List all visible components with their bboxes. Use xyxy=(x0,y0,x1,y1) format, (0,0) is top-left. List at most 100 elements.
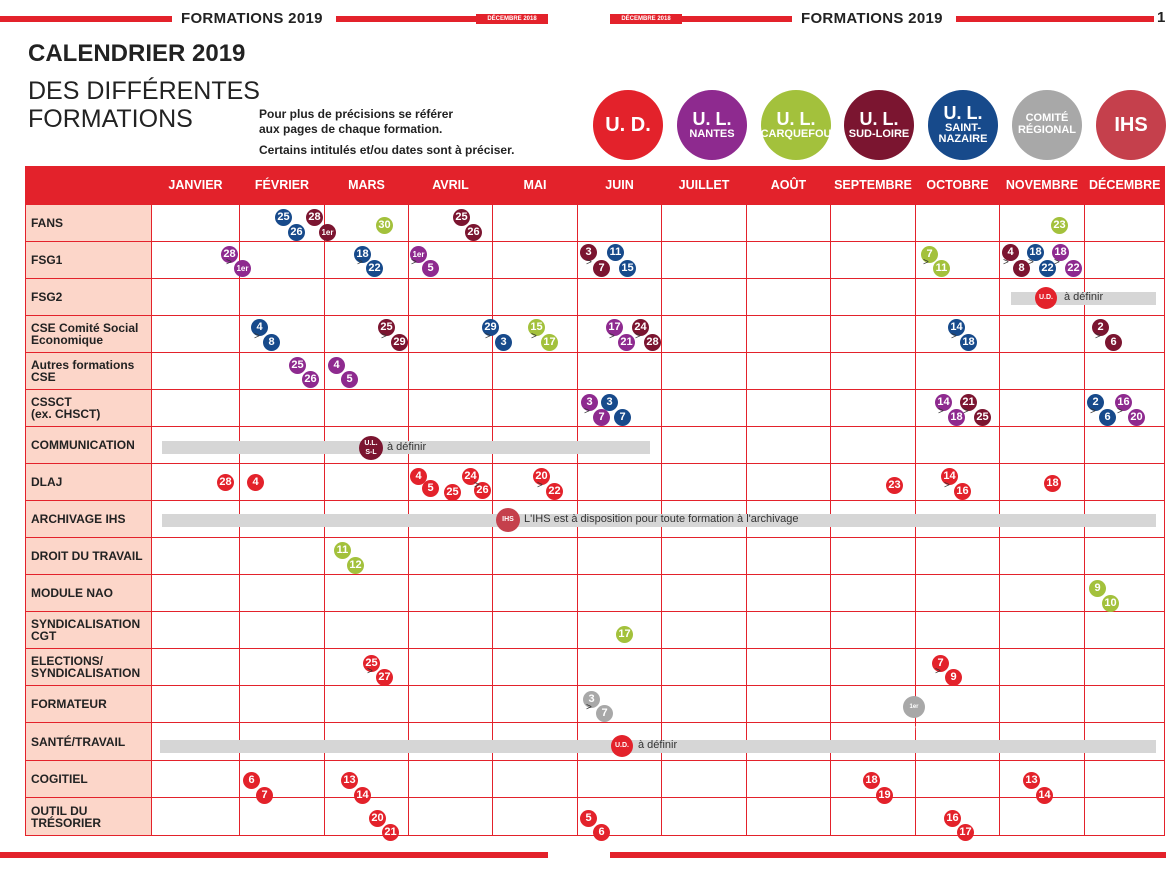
day-cell xyxy=(152,575,240,612)
page-title: CALENDRIER 2019 xyxy=(28,40,245,68)
day-cell xyxy=(240,686,325,723)
calendar-row: MODULE NAO xyxy=(26,575,1165,612)
range-arrow: > xyxy=(1117,406,1123,417)
day-cell xyxy=(152,353,240,390)
date-marker: 6 xyxy=(593,824,610,841)
note-line-1: Pour plus de précisions se référer xyxy=(259,107,453,122)
day-cell xyxy=(747,612,831,649)
date-marker: 10 xyxy=(1102,595,1119,612)
day-cell xyxy=(1000,205,1085,242)
range-arrow: > xyxy=(1054,257,1060,268)
day-cell xyxy=(493,649,578,686)
day-cell xyxy=(747,649,831,686)
day-cell xyxy=(747,316,831,353)
day-cell xyxy=(240,649,325,686)
day-cell xyxy=(325,464,409,501)
month-header: SEPTEMBRE xyxy=(831,166,916,205)
date-marker: 20 xyxy=(1128,409,1145,426)
day-cell xyxy=(747,279,831,316)
row-label: ELECTIONS/SYNDICALISATION xyxy=(26,649,152,686)
date-marker: 13 xyxy=(341,772,358,789)
range-arrow: > xyxy=(381,331,387,342)
date-marker: 5 xyxy=(422,260,439,277)
day-cell xyxy=(578,353,662,390)
day-cell xyxy=(747,798,831,836)
top-banner: FORMATIONS 2019 DÉCEMBRE 2018 DÉCEMBRE 2… xyxy=(0,0,1166,40)
day-cell xyxy=(747,575,831,612)
date-marker: 4 xyxy=(328,357,345,374)
calendar-row: ELECTIONS/SYNDICALISATION xyxy=(26,649,1165,686)
note-line-2: aux pages de chaque formation. xyxy=(259,122,442,137)
day-cell xyxy=(1085,798,1165,836)
comite-regional-badge: 1er sem. xyxy=(903,696,925,718)
ul-sud-loire-badge: U.L. S-L xyxy=(359,436,383,460)
range-arrow: > xyxy=(411,257,417,268)
bottom-rule xyxy=(0,852,548,858)
red-rule xyxy=(682,16,792,22)
row-label: FSG2 xyxy=(26,279,152,316)
range-arrow: > xyxy=(635,331,641,342)
day-cell xyxy=(1000,612,1085,649)
day-cell xyxy=(409,279,493,316)
day-cell xyxy=(240,390,325,427)
day-cell xyxy=(831,427,916,464)
day-cell xyxy=(662,242,747,279)
badge-line: S-L xyxy=(359,448,383,457)
legend-comite-regional: COMITÉ RÉGIONAL xyxy=(1012,90,1082,160)
day-cell xyxy=(152,316,240,353)
date-marker: 12 xyxy=(347,557,364,574)
day-cell xyxy=(240,798,325,836)
day-cell xyxy=(831,353,916,390)
day-cell xyxy=(578,575,662,612)
date-marker: 18 xyxy=(960,334,977,351)
subtitle-line-2: FORMATIONS xyxy=(28,105,193,133)
day-cell xyxy=(831,242,916,279)
date-marker: 26 xyxy=(302,371,319,388)
day-cell xyxy=(152,390,240,427)
date-marker: 28 xyxy=(306,209,323,226)
date-marker: 14 xyxy=(354,787,371,804)
badge-line: U.L. xyxy=(359,439,383,448)
range-arrow: > xyxy=(586,257,592,268)
legend-ul-carquefou: U. L. CARQUEFOU xyxy=(761,90,831,160)
day-cell xyxy=(662,686,747,723)
row-label: Autres formations CSE xyxy=(26,353,152,390)
date-marker: 15 xyxy=(619,260,636,277)
day-cell xyxy=(747,427,831,464)
day-cell xyxy=(493,575,578,612)
date-marker: 8 xyxy=(263,334,280,351)
month-header: AVRIL xyxy=(409,166,493,205)
date-marker: 25 xyxy=(444,484,461,501)
date-marker: 13 xyxy=(1023,772,1040,789)
day-cell xyxy=(662,761,747,798)
day-cell xyxy=(152,279,240,316)
legend-ul-sud-loire: U. L. SUD-LOIRE xyxy=(844,90,914,160)
date-marker: 6 xyxy=(1099,409,1116,426)
day-cell xyxy=(831,612,916,649)
legend-label: U. L. xyxy=(860,110,899,129)
row-label: FSG1 xyxy=(26,242,152,279)
day-cell xyxy=(240,538,325,575)
range-arrow: > xyxy=(586,702,592,713)
row-label-line: FSG1 xyxy=(31,254,151,266)
row-label: SYNDICALISATION CGT xyxy=(26,612,152,649)
red-rule xyxy=(336,16,476,22)
day-cell xyxy=(1085,686,1165,723)
month-header: JUILLET xyxy=(662,166,747,205)
red-rule xyxy=(0,16,172,22)
day-cell xyxy=(240,242,325,279)
month-header: MAI xyxy=(493,166,578,205)
day-cell xyxy=(1000,464,1085,501)
row-label: ARCHIVAGE IHS xyxy=(26,501,152,538)
month-header: AOÛT xyxy=(747,166,831,205)
month-header: JUIN xyxy=(578,166,662,205)
range-arrow: > xyxy=(1003,257,1009,268)
day-cell xyxy=(493,798,578,836)
ud-badge: U.D. xyxy=(1035,287,1057,309)
day-cell xyxy=(493,538,578,575)
range-arrow: > xyxy=(923,257,929,268)
day-cell xyxy=(152,649,240,686)
day-cell xyxy=(493,612,578,649)
day-cell xyxy=(831,279,916,316)
legend-sublabel: NANTES xyxy=(689,129,734,141)
